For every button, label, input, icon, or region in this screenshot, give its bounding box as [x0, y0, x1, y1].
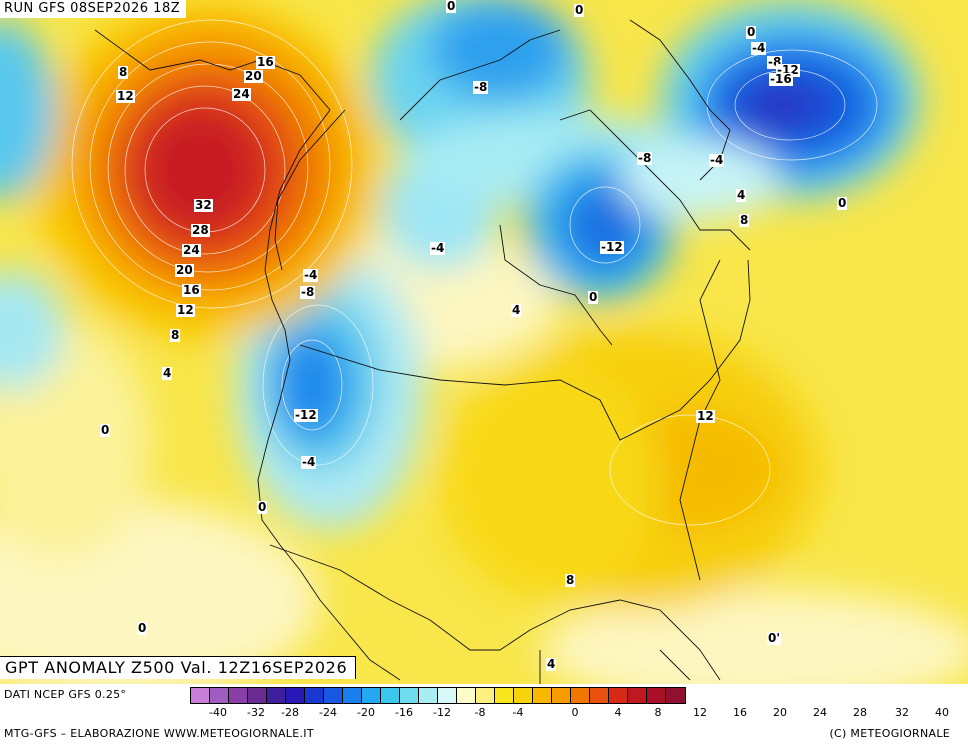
contour-label: 28	[191, 223, 210, 237]
color-swatch	[400, 688, 419, 703]
contour-label: -12	[600, 240, 624, 254]
contour-label: 0	[837, 196, 848, 210]
color-swatch	[343, 688, 362, 703]
contour-label: 24	[232, 87, 251, 101]
contour-label: 0'	[767, 631, 782, 645]
contour-label: -4	[430, 241, 446, 255]
scale-tick: -12	[433, 706, 451, 719]
contour-label: 0	[746, 25, 757, 39]
color-swatch	[229, 688, 248, 703]
scale-tick: 12	[693, 706, 707, 719]
contour-label: 0	[137, 621, 148, 635]
run-label: RUN GFS 08SEP2026 18Z	[0, 0, 187, 18]
contour-label: 8	[739, 213, 750, 227]
scale-tick: 32	[895, 706, 909, 719]
color-swatch	[609, 688, 628, 703]
scale-tick: 20	[773, 706, 787, 719]
color-scale	[190, 687, 686, 704]
color-swatch	[552, 688, 571, 703]
contour-label: 0	[100, 423, 111, 437]
contour-label: 4	[511, 303, 522, 317]
scale-tick: 28	[853, 706, 867, 719]
contour-label: 12	[696, 409, 715, 423]
contour-label: 16	[182, 283, 201, 297]
scale-tick: -28	[281, 706, 299, 719]
color-swatch	[191, 688, 210, 703]
contour-label: -4	[303, 268, 319, 282]
data-source: DATI NCEP GFS 0.25°	[4, 688, 127, 701]
scale-tick: -16	[395, 706, 413, 719]
contour-label: 12	[116, 89, 135, 103]
color-swatch	[571, 688, 590, 703]
contour-label: -8	[637, 151, 653, 165]
contour-label: 0	[257, 500, 268, 514]
color-scale-ticks: -40 -32 -28 -24 -20 -16 -12 -8 -4 0 4 8 12 16 20 24 28 32…	[190, 706, 965, 720]
color-swatch	[628, 688, 647, 703]
contour-label: -4	[301, 455, 317, 469]
color-swatch	[666, 688, 685, 703]
scale-tick: 8	[654, 706, 662, 719]
color-swatch	[438, 688, 457, 703]
map-title: GPT ANOMALY Z500 Val. 12Z16SEP2026	[0, 656, 357, 679]
color-swatch	[324, 688, 343, 703]
scale-tick: 40	[935, 706, 949, 719]
color-swatch	[476, 688, 495, 703]
color-swatch	[495, 688, 514, 703]
scale-tick: -8	[474, 706, 486, 719]
color-swatch	[381, 688, 400, 703]
scale-tick: 24	[813, 706, 827, 719]
contour-label: 20	[244, 69, 263, 83]
credit-text: MTG-GFS – ELABORAZIONE WWW.METEOGIORNALE…	[4, 727, 314, 740]
color-swatch	[362, 688, 381, 703]
contour-label: 32	[194, 198, 213, 212]
contour-label: 4	[162, 366, 173, 380]
color-swatch	[267, 688, 286, 703]
scale-tick: -24	[319, 706, 337, 719]
contour-label: 8	[565, 573, 576, 587]
color-swatch	[590, 688, 609, 703]
contour-label: -4	[709, 153, 725, 167]
color-swatch	[286, 688, 305, 703]
anomaly-field	[0, 0, 968, 684]
contour-label: -8	[300, 285, 316, 299]
scale-tick: -20	[357, 706, 375, 719]
scale-tick: -4	[512, 706, 524, 719]
contour-label: 4	[546, 657, 557, 671]
color-swatch	[248, 688, 267, 703]
scale-tick: 16	[733, 706, 747, 719]
color-swatch	[419, 688, 438, 703]
scale-tick: 0	[571, 706, 579, 719]
contour-label: -8	[473, 80, 489, 94]
scale-tick: 4	[614, 706, 622, 719]
contour-label: 0	[446, 0, 457, 13]
anomaly-map: RUN GFS 08SEP2026 18Z 0 0 0 -4 -8 -12 -16 8 16 20…	[0, 0, 968, 684]
coastlines	[94, 19, 751, 684]
copyright-text: (C) METEOGIORNALE	[829, 727, 950, 740]
scale-tick: -32	[247, 706, 265, 719]
contour-label: 24	[182, 243, 201, 257]
contour-label: -12	[294, 408, 318, 422]
color-swatch	[514, 688, 533, 703]
contour-label: 20	[175, 263, 194, 277]
contour-label: -16	[769, 72, 793, 86]
contour-label: 4	[736, 188, 747, 202]
footer: DATI NCEP GFS 0.25° -40 -32 -28 -24 -20 -16 -1…	[0, 684, 968, 745]
color-swatch	[533, 688, 552, 703]
contour-label: 0	[574, 3, 585, 17]
contour-label: 8	[118, 65, 129, 79]
contour-label: 16	[256, 55, 275, 69]
contour-label: 12	[176, 303, 195, 317]
color-swatch	[457, 688, 476, 703]
contour-label: 0	[588, 290, 599, 304]
scale-tick: -40	[209, 706, 227, 719]
color-swatch	[305, 688, 324, 703]
color-swatch	[210, 688, 229, 703]
color-swatch	[647, 688, 666, 703]
contour-label: 8	[170, 328, 181, 342]
contour-label: -4	[751, 41, 767, 55]
